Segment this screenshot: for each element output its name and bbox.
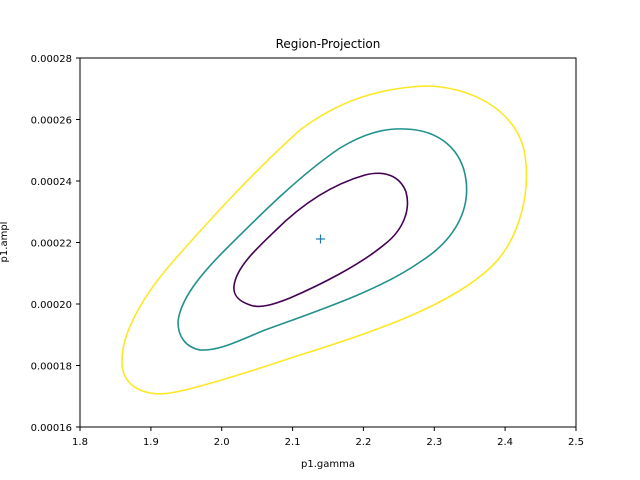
y-tick-label: 0.00022	[31, 239, 72, 250]
y-tick-label: 0.00020	[31, 300, 72, 311]
x-tick-label: 2.1	[285, 437, 301, 448]
x-tick-labels: 1.8 1.9 2.0 2.1 2.2 2.3 2.4 2.5	[72, 437, 584, 448]
contour-3sigma	[121, 85, 528, 395]
chart-title: Region-Projection	[276, 37, 381, 51]
x-tick-label: 2.5	[568, 437, 584, 448]
x-axis-label: p1.gamma	[301, 459, 355, 470]
contour-plot	[121, 85, 528, 395]
y-tick-label: 0.00016	[31, 423, 72, 434]
best-fit-marker	[316, 234, 325, 244]
x-tick-label: 2.3	[426, 437, 442, 448]
x-axis	[79, 427, 577, 431]
contour-1sigma	[233, 172, 409, 308]
y-tick-label: 0.00028	[31, 54, 72, 65]
x-tick-label: 2.4	[497, 437, 513, 448]
contour-2sigma	[177, 128, 468, 351]
y-axis	[76, 57, 80, 428]
y-tick-label: 0.00024	[31, 177, 72, 188]
x-tick-label: 2.0	[214, 437, 230, 448]
y-tick-labels: 0.00028 0.00026 0.00024 0.00022 0.00020 …	[31, 54, 72, 434]
x-tick-label: 1.8	[72, 437, 88, 448]
y-tick-label: 0.00018	[31, 362, 72, 373]
x-tick-label: 2.2	[355, 437, 371, 448]
y-axis-label: p1.ampl	[0, 222, 10, 263]
x-tick-label: 1.9	[143, 437, 159, 448]
y-tick-label: 0.00026	[31, 116, 72, 127]
